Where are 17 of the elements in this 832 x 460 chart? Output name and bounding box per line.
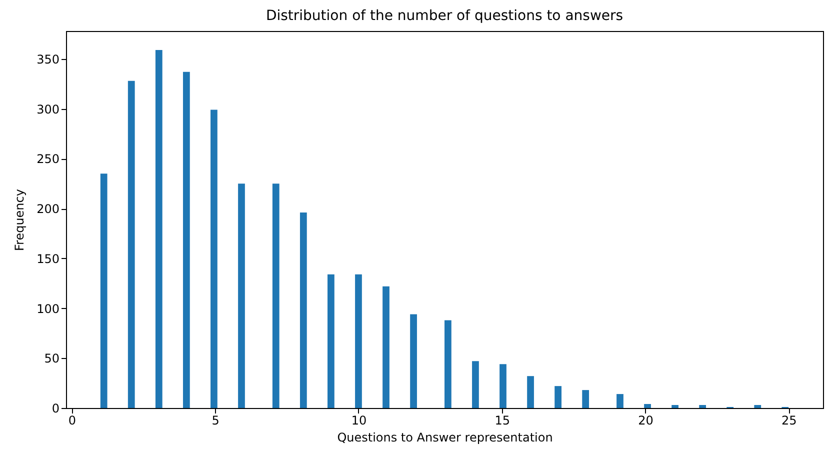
x-tick-label: 10 — [351, 414, 367, 428]
y-tick-label: 350 — [36, 52, 60, 66]
y-tick-label: 50 — [44, 352, 60, 366]
y-tick-label: 200 — [36, 202, 60, 216]
y-tick-label: 0 — [52, 402, 60, 416]
y-tick-label: 250 — [36, 152, 60, 166]
y-tick-label: 300 — [36, 102, 60, 116]
y-axis-title: Frequency — [12, 189, 27, 251]
x-tick-label: 20 — [638, 414, 654, 428]
chart-title: Distribution of the number of questions to answers — [266, 8, 624, 24]
y-tick-label: 100 — [36, 302, 60, 316]
x-tick-label: 25 — [781, 414, 797, 428]
y-tick-label: 150 — [36, 252, 60, 266]
x-axis-title: Questions to Answer representation — [337, 430, 553, 444]
x-tick-label: 15 — [494, 414, 510, 428]
x-tick-label: 0 — [68, 414, 76, 428]
x-tick-label: 5 — [212, 414, 220, 428]
